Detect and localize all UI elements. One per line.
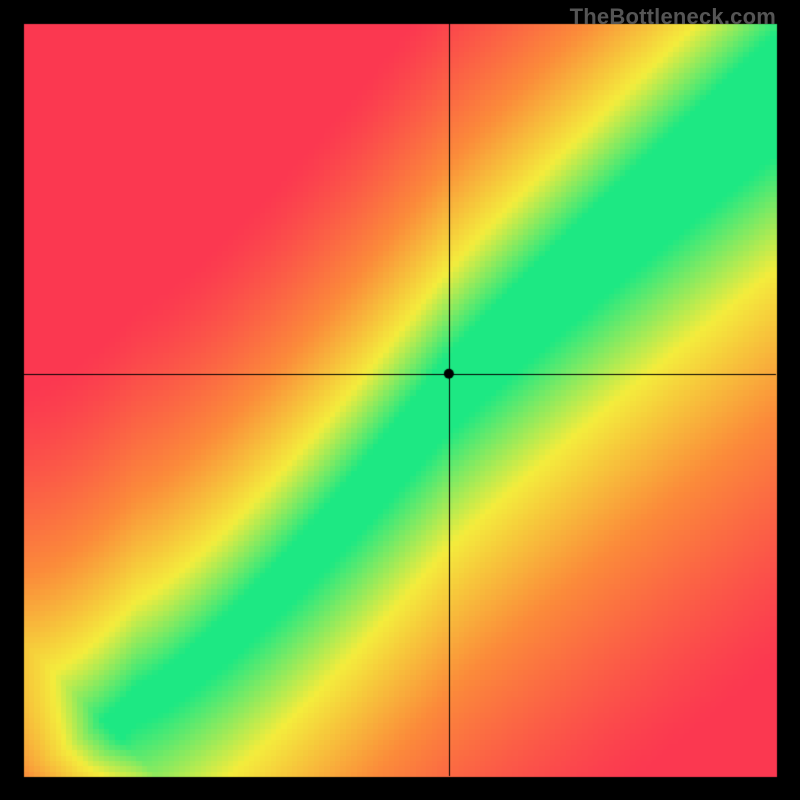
chart-container: TheBottleneck.com: [0, 0, 800, 800]
watermark-label: TheBottleneck.com: [570, 4, 776, 30]
heatmap-canvas: [0, 0, 800, 800]
